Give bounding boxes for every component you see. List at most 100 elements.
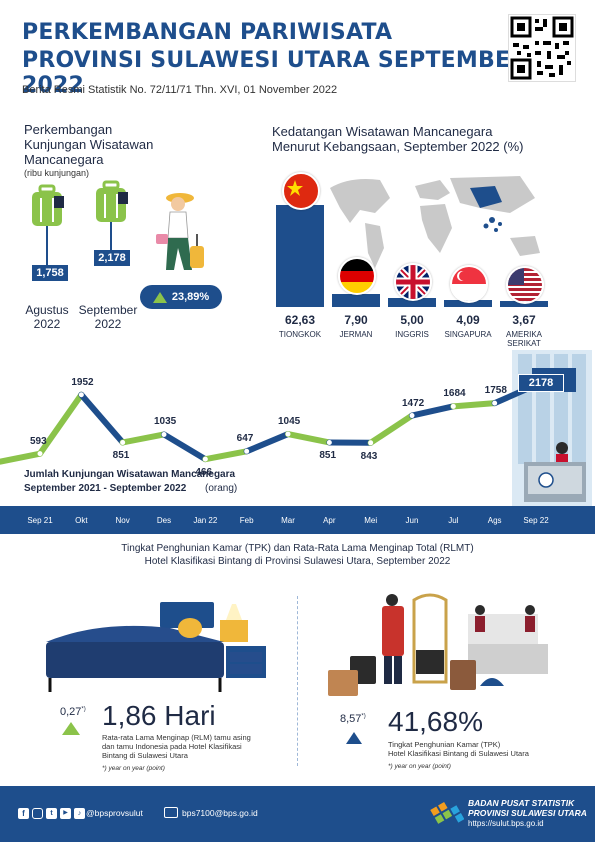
tpk-desc-l1: Tingkat Penghunian Kamar (TPK): [388, 740, 501, 749]
trend-value-label: 1952: [71, 376, 94, 388]
facebook-icon[interactable]: f: [18, 808, 29, 819]
trend-value-label: 851: [319, 450, 337, 462]
nat-name-singapore: SINGAPURA: [444, 330, 492, 339]
september-value: 2,178: [94, 250, 130, 266]
nationality-title-l2: Menurut Kebangsaan, September 2022 (%): [272, 139, 524, 154]
trend-value-label: 843: [360, 450, 378, 462]
suitcase-icon-august: [32, 184, 64, 270]
trend-point: [368, 440, 374, 446]
email-icon: [164, 807, 178, 818]
nat-value-germany: 7,90: [344, 313, 368, 327]
flag-uk-icon: [394, 263, 432, 301]
traveler-illustration: [156, 193, 204, 270]
org-name-l1: BADAN PUSAT STATISTIK: [468, 798, 575, 808]
august-label-l1: Agustus: [25, 303, 69, 317]
bps-logo-icon: [430, 801, 464, 824]
august-value: 1,758: [32, 265, 68, 281]
month-axis-band: [0, 506, 595, 534]
social-handle[interactable]: @bpsprovsulut: [86, 808, 143, 818]
rlm-desc-l2: dan tamu Indonesia pada Hotel Klasifikas…: [102, 742, 242, 751]
trend-segment: [37, 391, 85, 457]
bed-illustration: [46, 602, 266, 692]
trend-segment: [161, 431, 209, 463]
nat-value-china: 62,63: [284, 313, 316, 327]
tiktok-icon[interactable]: ♪: [74, 808, 85, 819]
month-tick-label: Sep 21: [27, 516, 53, 525]
nat-name-uk: INGGRIS: [395, 330, 429, 339]
month-tick-label: Okt: [75, 516, 88, 525]
rlm-change-value: 0,27: [60, 706, 82, 718]
trend-segment: [367, 412, 415, 446]
september-label-l2: 2022: [94, 317, 122, 331]
trend-point: [161, 431, 167, 437]
trend-value-label: 851: [112, 450, 130, 462]
trend-point: [409, 413, 415, 419]
bar-china: [276, 205, 324, 307]
social-icons: f t ▶ ♪: [18, 808, 85, 819]
trend-value-label: 1045: [278, 416, 301, 428]
growth-value: 23,89%: [171, 291, 210, 303]
instagram-icon[interactable]: [32, 808, 43, 819]
rlm-note: *) year on year (point): [102, 765, 165, 772]
trend-unit: (orang): [205, 483, 238, 494]
trend-segment: [450, 400, 498, 410]
month-tick-label: Des: [156, 516, 172, 525]
tpk-title-l1: Tingkat Penghunian Kamar (TPK) dan Rata-…: [121, 543, 474, 554]
youtube-icon[interactable]: ▶: [60, 808, 71, 819]
org-url[interactable]: https://sulut.bps.go.id: [468, 819, 544, 828]
trend-value-label: 1758: [484, 385, 507, 397]
month-tick-label: Nov: [115, 516, 130, 525]
trend-value-label: 593: [30, 435, 47, 447]
trend-segment: [243, 431, 291, 455]
trend-segment: [119, 431, 167, 446]
flag-usa-icon: [506, 266, 544, 304]
bar-germany: [332, 294, 380, 307]
trend-value-label: 1684: [443, 388, 466, 400]
flag-china-icon: [282, 172, 320, 210]
tpk-title-l2: Hotel Klasifikasi Bintang di Provinsi Su…: [144, 556, 451, 567]
growth-badge: 23,89%: [140, 285, 222, 309]
month-tick-label: Apr: [323, 516, 336, 525]
nat-name-china: TIONGKOK: [278, 330, 322, 339]
trend-last-value-box: 2178: [518, 374, 564, 392]
trend-segment: [285, 431, 333, 446]
trend-point: [202, 456, 208, 462]
footer-bar: [0, 786, 595, 842]
page-title-line2: PROVINSI SULAWESI UTARA SEPTEMBER 2022: [22, 48, 528, 98]
trend-point: [244, 448, 250, 454]
trend-point: [37, 451, 43, 457]
trend-value-label: 1472: [402, 397, 425, 409]
trend-point: [120, 439, 126, 445]
trend-title-l1: Jumlah Kunjungan Wisatawan Mancanegara: [24, 469, 236, 480]
tpk-arrow-up-icon: [346, 732, 362, 744]
month-tick-label: Jun: [405, 516, 419, 525]
visits-title-l1: Perkembangan: [24, 122, 113, 137]
release-info: Berita Resmi Statistik No. 72/11/71 Thn.…: [22, 84, 338, 96]
trend-point: [285, 431, 291, 437]
visits-unit: (ribu kunjungan): [24, 168, 90, 178]
trend-line-chart: [0, 381, 539, 465]
month-tick-label: Sep 22: [523, 516, 549, 525]
nat-name-usa-l2: SERIKAT: [507, 339, 541, 348]
tpk-change-sup: *): [361, 713, 366, 720]
nationality-title-l1: Kedatangan Wisatawan Mancanegara: [272, 124, 493, 139]
trend-point: [492, 400, 498, 406]
tpk-desc-l2: Hotel Klasifikasi Bintang di Sulawesi Ut…: [388, 749, 529, 758]
september-label-l1: September: [78, 303, 138, 317]
trend-title-l2: September 2021 - September 2022: [24, 483, 187, 494]
rlm-value: 1,86 Hari: [102, 700, 216, 731]
qr-code[interactable]: [508, 14, 576, 82]
rlm-desc-l3: Bintang di Sulawesi Utara: [102, 751, 188, 760]
bar-singapore: [444, 300, 492, 307]
month-tick-label: Mei: [364, 516, 378, 525]
email-address[interactable]: bps7100@bps.go.id: [182, 808, 258, 818]
flag-singapore-icon: [450, 265, 488, 303]
trend-segment-lead: [0, 450, 43, 465]
rlm-desc-l1: Rata-rata Lama Menginap (RLM) tamu asing: [102, 733, 251, 742]
twitter-icon[interactable]: t: [46, 808, 57, 819]
org-name-l2: PROVINSI SULAWESI UTARA: [468, 808, 587, 818]
visits-title-l3: Mancanegara: [24, 152, 104, 167]
trend-point: [326, 439, 332, 445]
bar-uk: [388, 298, 436, 307]
trend-value-label: 466: [195, 467, 213, 479]
